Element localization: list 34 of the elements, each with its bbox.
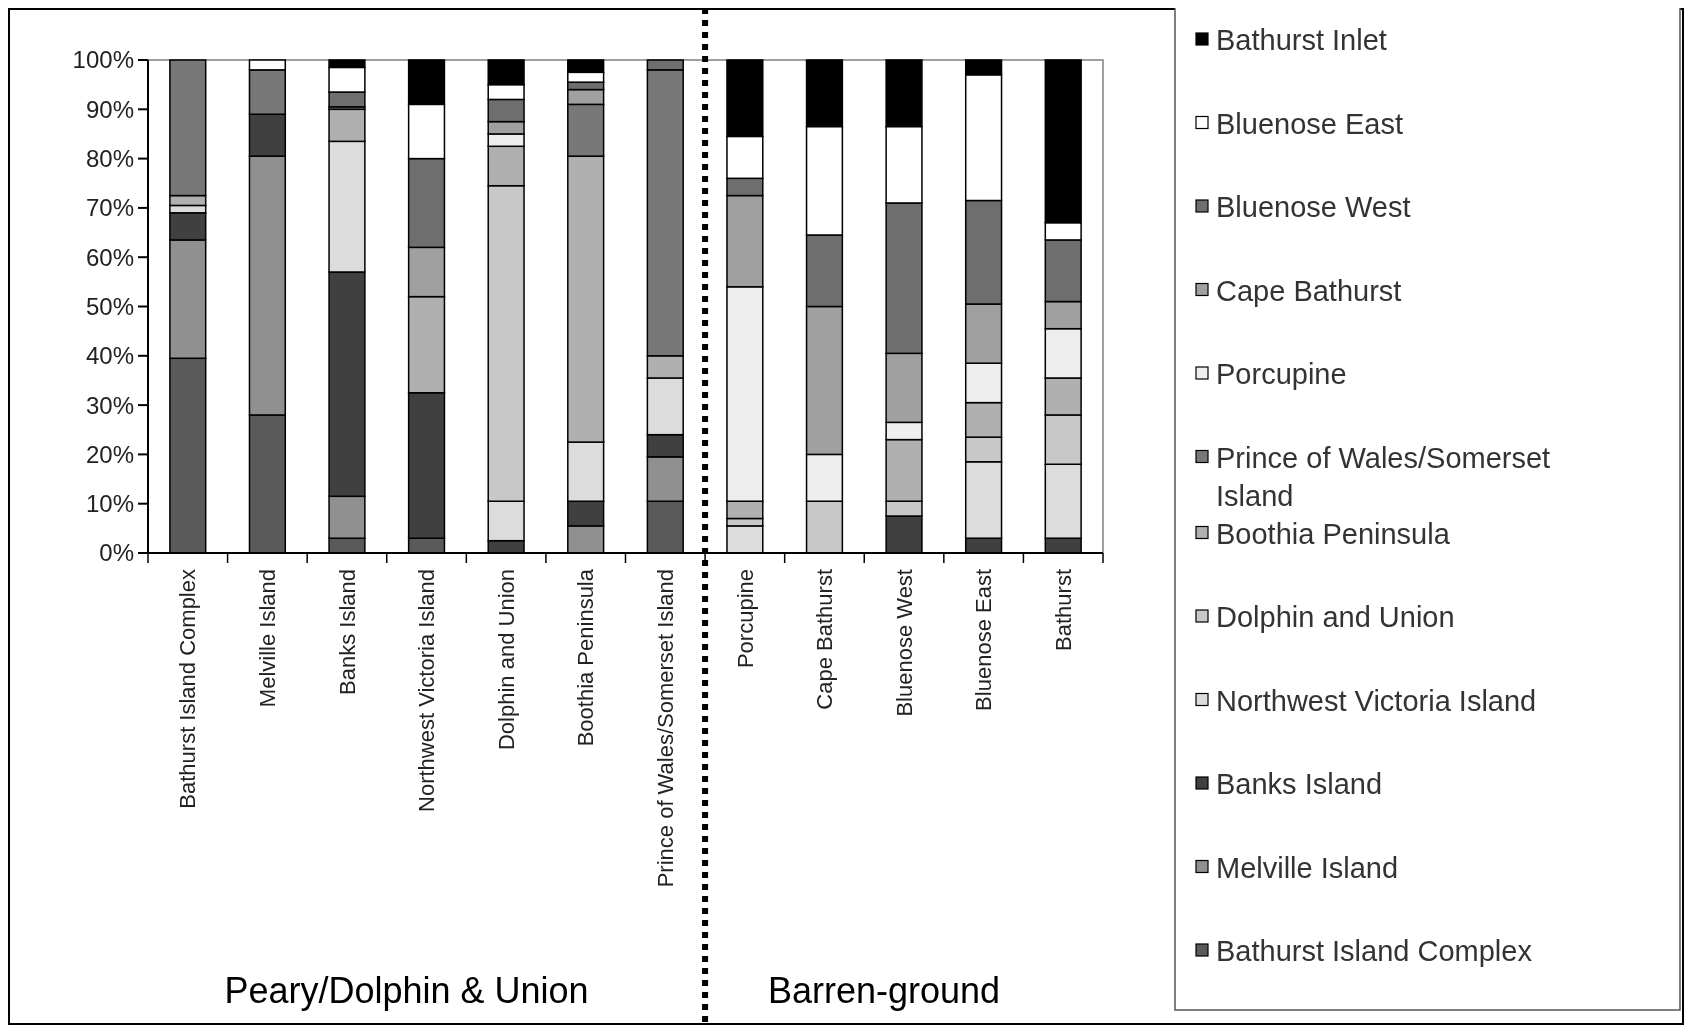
y-tick-label: 50% (85, 292, 134, 320)
x-tick-label: Northwest Victoria Island (414, 569, 440, 812)
legend-label: Prince of Wales/Somerset Island (1216, 441, 1551, 512)
legend-label: Porcupine (1216, 358, 1347, 391)
y-tick-label: 80% (85, 145, 134, 172)
x-tick-label: Boothia Peninsula (573, 568, 599, 747)
x-tick-label: Bathurst Island Complex (175, 569, 201, 809)
y-tick-label: 10% (85, 490, 134, 518)
x-tick-label: Bluenose West (891, 569, 917, 717)
x-tick-label: Banks Island (334, 569, 360, 695)
legend-label: Bathurst Inlet (1216, 24, 1387, 57)
x-tick-label: Dolphin and Union (493, 569, 519, 751)
legend-label: Melville Island (1216, 851, 1399, 884)
text: Barren-ground (767, 970, 1001, 1011)
text: Peary/Dolphin & Union (224, 970, 589, 1011)
y-tick-label: 90% (85, 95, 134, 123)
legend-label: Bluenose East (1216, 107, 1404, 140)
legend-label: Boothia Peninsula (1216, 517, 1451, 550)
y-tick-label: 30% (85, 391, 134, 419)
y-tick-label: 0% (99, 539, 134, 567)
x-tick-label: Bluenose East (971, 569, 997, 711)
legend-label: Cape Bathurst (1216, 274, 1402, 307)
legend-label: Bathurst Island Complex (1216, 935, 1533, 968)
x-tick-label: Melville Island (255, 569, 281, 708)
x-tick-label: Bathurst (1050, 569, 1076, 651)
y-tick-label: 40% (85, 342, 134, 370)
x-tick-label: Prince of Wales/Somerset Island (652, 569, 678, 888)
y-tick-label: 60% (85, 243, 134, 271)
y-tick-label: 100% (72, 46, 134, 74)
y-tick-label: 70% (85, 194, 134, 222)
x-tick-label: Porcupine (732, 569, 758, 669)
y-tick-label: 20% (85, 440, 134, 468)
legend-label: Bluenose West (1216, 191, 1411, 224)
x-tick-label: Cape Bathurst (812, 569, 838, 710)
